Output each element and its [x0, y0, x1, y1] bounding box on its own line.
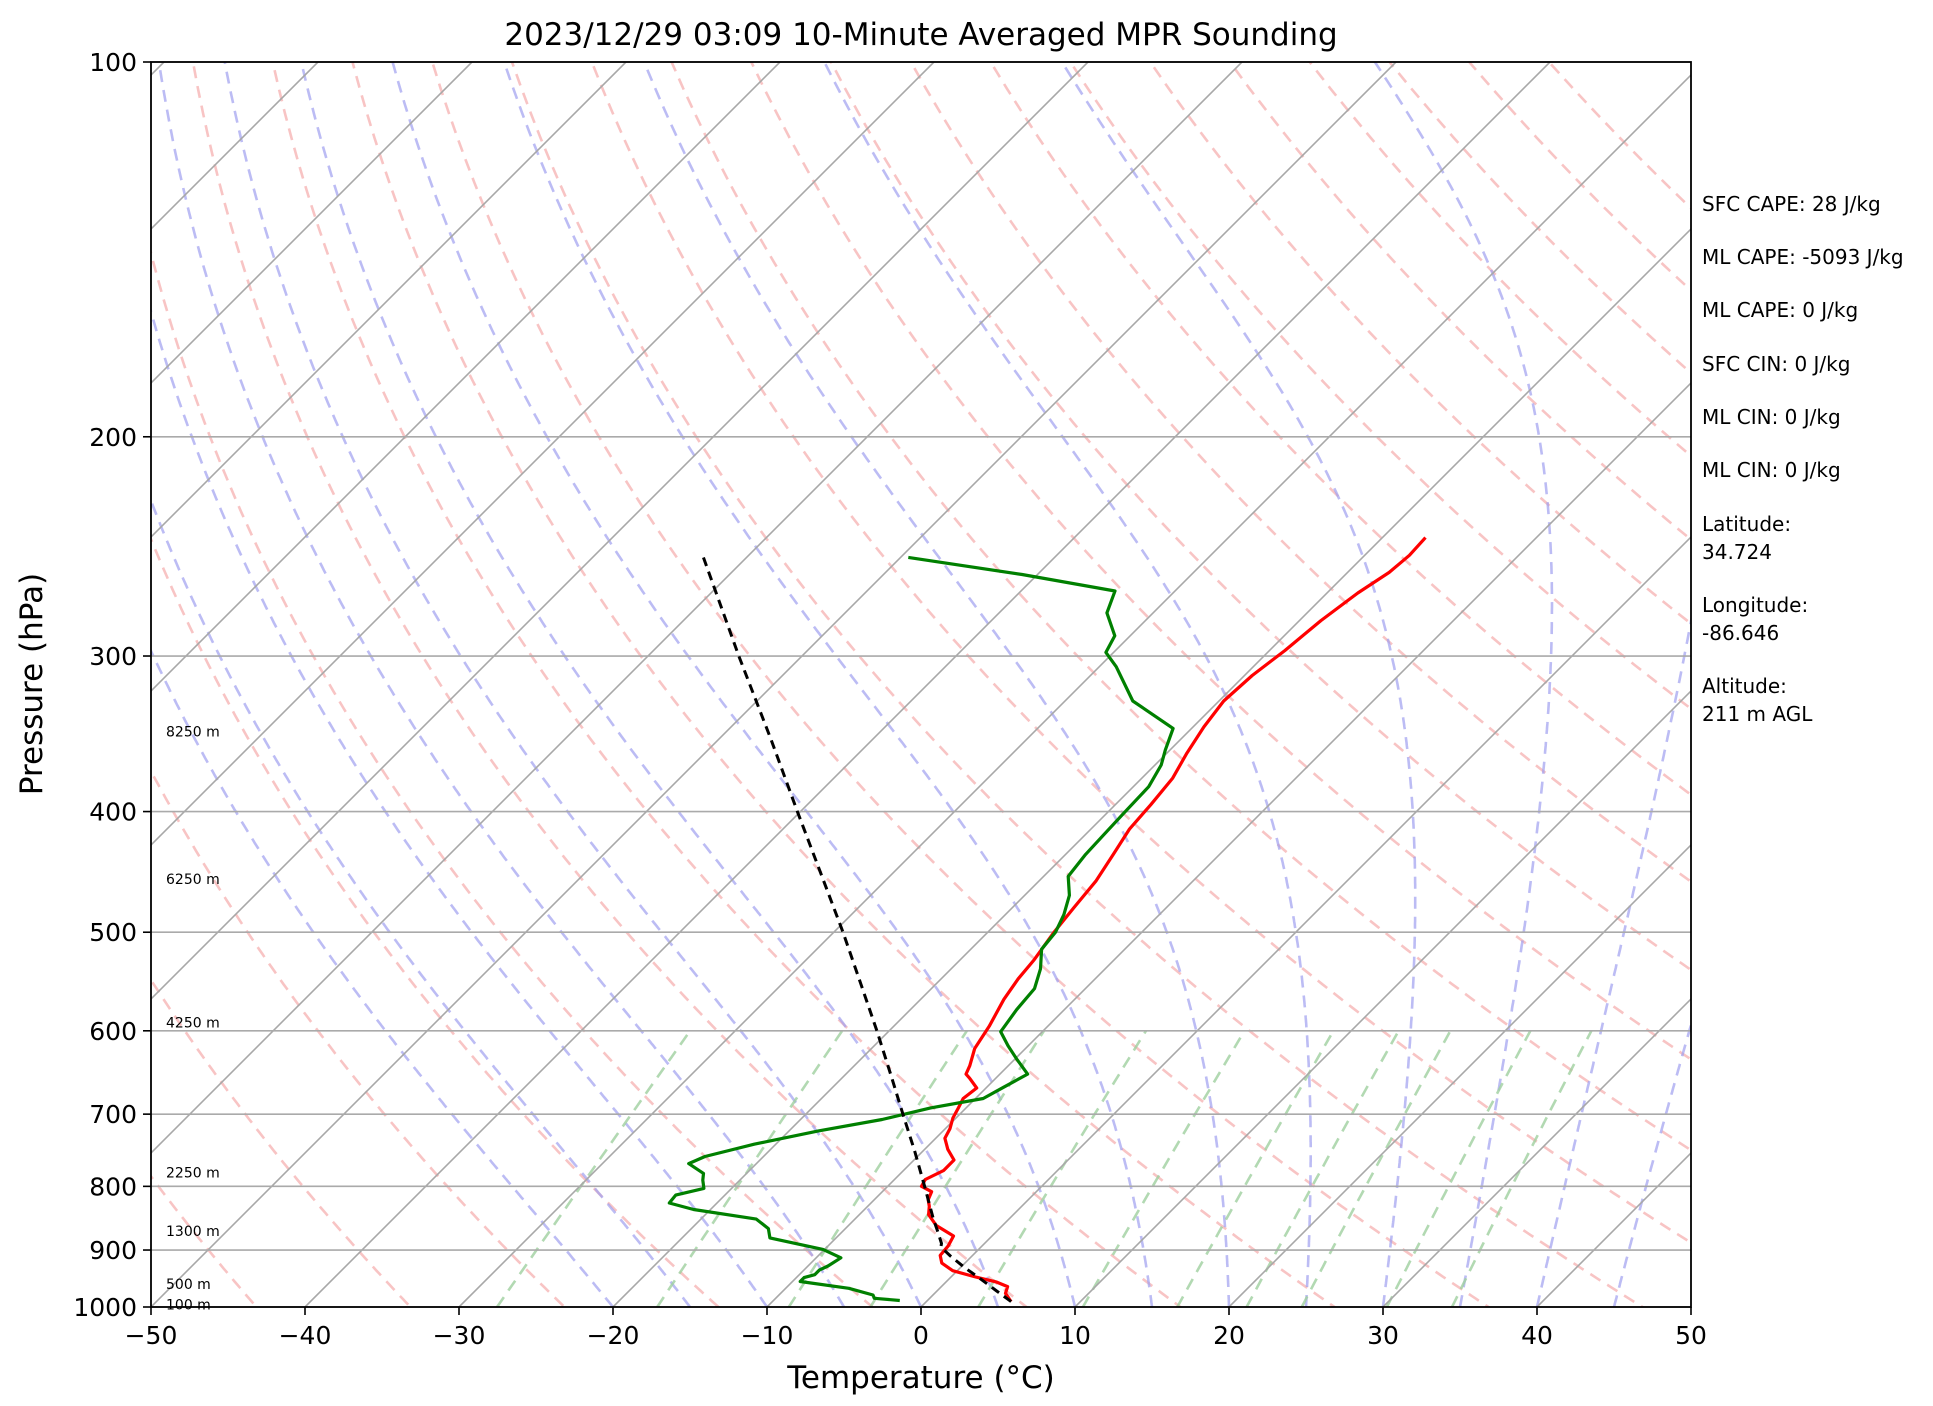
moist-adiabat-line	[502, 62, 1154, 1307]
isotherm-line	[151, 62, 1243, 1155]
dry-adiabat-line	[749, 62, 1691, 1061]
x-tick-label: 20	[1213, 1321, 1245, 1350]
y-tick-label: 600	[89, 1017, 137, 1046]
x-tick-label: −20	[587, 1321, 640, 1350]
sfc-cape-text: SFC CAPE: 28 J/kg	[1702, 192, 1881, 216]
y-tick-label: 400	[89, 798, 137, 827]
moist-adiabat-line	[391, 62, 1077, 1307]
moist-adiabat-line	[223, 62, 923, 1307]
isotherm-line	[304, 62, 1551, 1307]
isotherm-line	[151, 62, 781, 693]
moist-adiabat-line	[151, 306, 769, 1307]
isotherm-line	[151, 62, 473, 385]
isotherm-line	[1228, 843, 1691, 1307]
moist-adiabat-line	[642, 62, 1231, 1307]
moist-adiabat-line	[157, 62, 846, 1307]
longitude-label: Longitude:	[1702, 593, 1808, 617]
dry-adiabat-line	[510, 62, 1645, 1307]
temperature-line	[919, 536, 1427, 1303]
longitude-value: -86.646	[1702, 621, 1779, 645]
isotherm-line	[920, 535, 1691, 1307]
ml-cape-text-2: ML CAPE: 0 J/kg	[1702, 298, 1858, 322]
isotherm-line	[1074, 689, 1691, 1307]
latitude-value: 34.724	[1702, 540, 1772, 564]
x-tick-label: 50	[1675, 1321, 1707, 1350]
altitude-label: Altitude:	[1702, 674, 1787, 698]
latitude-label: Latitude:	[1702, 512, 1791, 536]
dewpoint-line	[667, 555, 1175, 1303]
dry-adiabat-line	[351, 62, 1337, 1307]
isotherm-line	[151, 62, 1089, 1001]
dry-adiabat-line	[151, 977, 413, 1307]
x-tick-label: 0	[913, 1321, 929, 1350]
x-tick-label: −10	[741, 1321, 794, 1350]
dry-adiabat-line	[670, 62, 1691, 1152]
y-axis-label: Pressure (hPa)	[14, 573, 50, 795]
background-lines	[151, 62, 1691, 1307]
dry-adiabat-line	[271, 62, 1183, 1307]
mixing-ratio-line	[1450, 1030, 1593, 1307]
y-axis-ticks: 100 200 300 400 500 600 700 800 900 1000	[73, 48, 151, 1322]
dry-adiabat-line	[151, 535, 721, 1307]
y-tick-label: 200	[89, 423, 137, 452]
moist-adiabat-line	[300, 62, 1000, 1307]
sounding-parameters: SFC CAPE: 28 J/kg ML CAPE: -5093 J/kg ML…	[1702, 192, 1904, 726]
parcel-path-line	[701, 556, 1012, 1303]
height-label: 4250 m	[166, 1016, 220, 1032]
height-label: 2250 m	[166, 1166, 220, 1182]
moist-adiabat-line	[823, 62, 1312, 1307]
height-label: 6250 m	[166, 872, 220, 888]
y-tick-label: 800	[89, 1172, 137, 1201]
y-tick-label: 900	[89, 1236, 137, 1265]
height-labels: 8250 m 6250 m 4250 m 2250 m 1300 m 500 m 100 m	[166, 725, 220, 1314]
dry-adiabat-line	[1068, 62, 1691, 711]
isotherm-line	[151, 62, 935, 847]
y-tick-label: 1000	[73, 1293, 137, 1322]
isotherm-line	[612, 227, 1691, 1307]
moist-adiabat-line	[1060, 62, 1417, 1307]
y-tick-label: 300	[89, 642, 137, 671]
x-tick-label: −50	[125, 1321, 178, 1350]
x-tick-label: 40	[1521, 1321, 1553, 1350]
isotherm-line	[151, 62, 1397, 1307]
height-label: 500 m	[166, 1277, 211, 1293]
ml-cin-text-2: ML CIN: 0 J/kg	[1702, 458, 1841, 482]
height-label: 8250 m	[166, 725, 220, 741]
y-tick-label: 700	[89, 1100, 137, 1129]
isotherm-line	[151, 62, 627, 539]
isotherm-line	[458, 73, 1691, 1307]
x-axis-label: Temperature (°C)	[786, 1360, 1055, 1396]
chart-title: 2023/12/29 03:09 10-Minute Averaged MPR …	[504, 17, 1337, 53]
height-label: 100 m	[166, 1297, 211, 1313]
altitude-value: 211 m AGL	[1702, 702, 1813, 726]
moist-adiabat-line	[1373, 62, 1554, 1307]
height-label: 1300 m	[166, 1224, 220, 1240]
isotherm-line	[1382, 997, 1691, 1307]
y-tick-label: 100	[89, 48, 137, 77]
dry-adiabat-line	[1148, 62, 1691, 626]
mixing-ratio-line	[1385, 1030, 1532, 1307]
ml-cin-text: ML CIN: 0 J/kg	[1702, 405, 1841, 429]
mixing-ratio-line	[1176, 1030, 1335, 1307]
moist-adiabat-line	[1535, 614, 1691, 1307]
dry-adiabat-line	[430, 62, 1491, 1307]
mixing-ratio-line	[1300, 1030, 1452, 1307]
mixing-ratio-line	[1081, 1030, 1246, 1307]
y-tick-label: 500	[89, 918, 137, 947]
x-tick-label: −40	[279, 1321, 332, 1350]
sounding-traces	[667, 536, 1427, 1303]
x-tick-label: −30	[433, 1321, 486, 1350]
dry-adiabat-line	[151, 248, 875, 1307]
moist-adiabat-line	[1612, 1020, 1691, 1307]
sfc-cin-text: SFC CIN: 0 J/kg	[1702, 352, 1850, 376]
x-tick-label: 30	[1367, 1321, 1399, 1350]
x-axis-ticks: −50 −40 −30 −20 −10 0 10 20 30 40 50	[125, 1307, 1707, 1350]
x-tick-label: 10	[1059, 1321, 1091, 1350]
ml-cape-text: ML CAPE: -5093 J/kg	[1702, 245, 1904, 269]
